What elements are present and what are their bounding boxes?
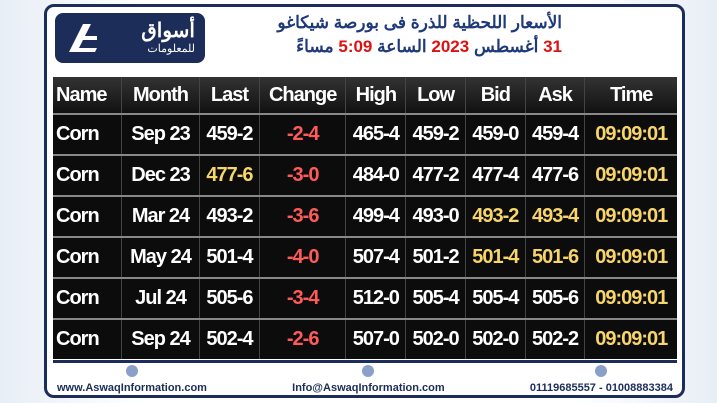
cell: 09:09:01 (584, 195, 677, 237)
cell: 493-4 (524, 195, 585, 237)
date-part: أغسطس (473, 37, 539, 56)
title-block: الأسعار اللحظية للذرة فى بورصة شيكاغو 31… (277, 13, 562, 57)
cell: Corn (53, 113, 122, 155)
cell: 459-2 (199, 113, 260, 155)
website: www.AswaqInformation.com (57, 382, 207, 394)
column-header: Last (199, 77, 260, 114)
cell: 459-0 (464, 113, 526, 155)
row: Corn Sep 24 502-4 -2-6 507-0 502-0 502-0 502-2 0… (53, 318, 677, 359)
cell: 499-4 (345, 195, 406, 237)
cell: 09:09:01 (584, 236, 677, 278)
cell: 502-4 (199, 318, 260, 359)
column-header: Bid (464, 77, 526, 114)
column-header: Low (405, 77, 466, 114)
cell: -2-6 (258, 318, 346, 359)
logo-line1: أسواق (141, 20, 195, 42)
cell: 505-4 (405, 277, 466, 319)
cell: May 24 (120, 236, 200, 278)
date-part: 31 (543, 37, 562, 56)
date-part: 5:09 (338, 37, 373, 56)
row: Corn Jul 24 505-6 -3-4 512-0 505-4 505-4 505-6 0… (53, 277, 677, 319)
cell: 501-4 (464, 236, 526, 278)
cell: Mar 24 (120, 195, 200, 237)
cell: 477-2 (405, 154, 466, 196)
cell: Sep 23 (120, 113, 200, 155)
cell: Sep 24 (120, 318, 200, 359)
column-header: High (345, 77, 406, 114)
cell: 505-4 (464, 277, 526, 319)
cell: Corn (53, 318, 122, 359)
frame: أسواق للمعلومات الأسعار اللحظية للذرة فى … (44, 4, 685, 398)
cell: Dec 23 (120, 154, 200, 196)
column-header: Time (584, 77, 677, 114)
cell: 465-4 (345, 113, 406, 155)
cell: 09:09:01 (584, 154, 677, 196)
column-header: Change (258, 77, 346, 114)
cell: -3-6 (258, 195, 346, 237)
cell: 459-4 (524, 113, 585, 155)
cell: Corn (53, 236, 122, 278)
cell: Corn (53, 277, 122, 319)
cell: -4-0 (258, 236, 346, 278)
row: Corn Sep 23 459-2 -2-4 465-4 459-2 459-0 459-4 0… (53, 113, 677, 155)
cell: 459-2 (405, 113, 466, 155)
cell: 501-6 (524, 236, 585, 278)
column-header: Name (53, 77, 122, 114)
cell: 501-4 (199, 236, 260, 278)
cell: 507-4 (345, 236, 406, 278)
cell: 501-2 (405, 236, 466, 278)
price-table: Name Month Last Change High Low Bid Ask Time Corn… (53, 77, 677, 359)
date-part: مساءً (296, 37, 334, 56)
row: Corn May 24 501-4 -4-0 507-4 501-2 501-4 501-6 0… (53, 236, 677, 278)
cell: -2-4 (258, 113, 346, 155)
cell: 484-0 (345, 154, 406, 196)
date-line: 31 أغسطس 2023 الساعة 5:09 مساءً (277, 37, 562, 57)
date-part: الساعة (377, 37, 427, 56)
cell: 09:09:01 (584, 318, 677, 359)
footer: www.AswaqInformation.com Info@AswaqInfor… (53, 360, 677, 394)
phones: 01119685557 - 01008883384 (529, 382, 673, 394)
cell: 477-4 (464, 154, 526, 196)
cell: Corn (53, 154, 122, 196)
cell: 493-0 (405, 195, 466, 237)
cell: -3-4 (258, 277, 346, 319)
cell: 493-2 (464, 195, 526, 237)
date-part: 2023 (431, 37, 470, 56)
cell: 09:09:01 (584, 113, 677, 155)
cell: 477-6 (524, 154, 585, 196)
column-header: Month (120, 77, 200, 114)
logo-icon (69, 24, 97, 52)
title: الأسعار اللحظية للذرة فى بورصة شيكاغو (277, 13, 562, 32)
cell: 505-6 (199, 277, 260, 319)
cell: 507-0 (345, 318, 406, 359)
email: Info@AswaqInformation.com (292, 382, 445, 394)
cell: 505-6 (524, 277, 585, 319)
logo-line2: للمعلومات (147, 43, 195, 55)
cell: 512-0 (345, 277, 406, 319)
cell: 09:09:01 (584, 277, 677, 319)
cell: Jul 24 (120, 277, 200, 319)
cell: 502-0 (405, 318, 466, 359)
row: Corn Dec 23 477-6 -3-0 484-0 477-2 477-4 477-6 0… (53, 154, 677, 196)
cell: 477-6 (199, 154, 260, 196)
cell: Corn (53, 195, 122, 237)
logo: أسواق للمعلومات (55, 13, 205, 63)
cell: -3-0 (258, 154, 346, 196)
row: Corn Mar 24 493-2 -3-6 499-4 493-0 493-2 493-4 0… (53, 195, 677, 237)
column-header: Ask (524, 77, 585, 114)
cell: 502-2 (524, 318, 585, 359)
cell: 493-2 (199, 195, 260, 237)
cell: 502-0 (464, 318, 526, 359)
